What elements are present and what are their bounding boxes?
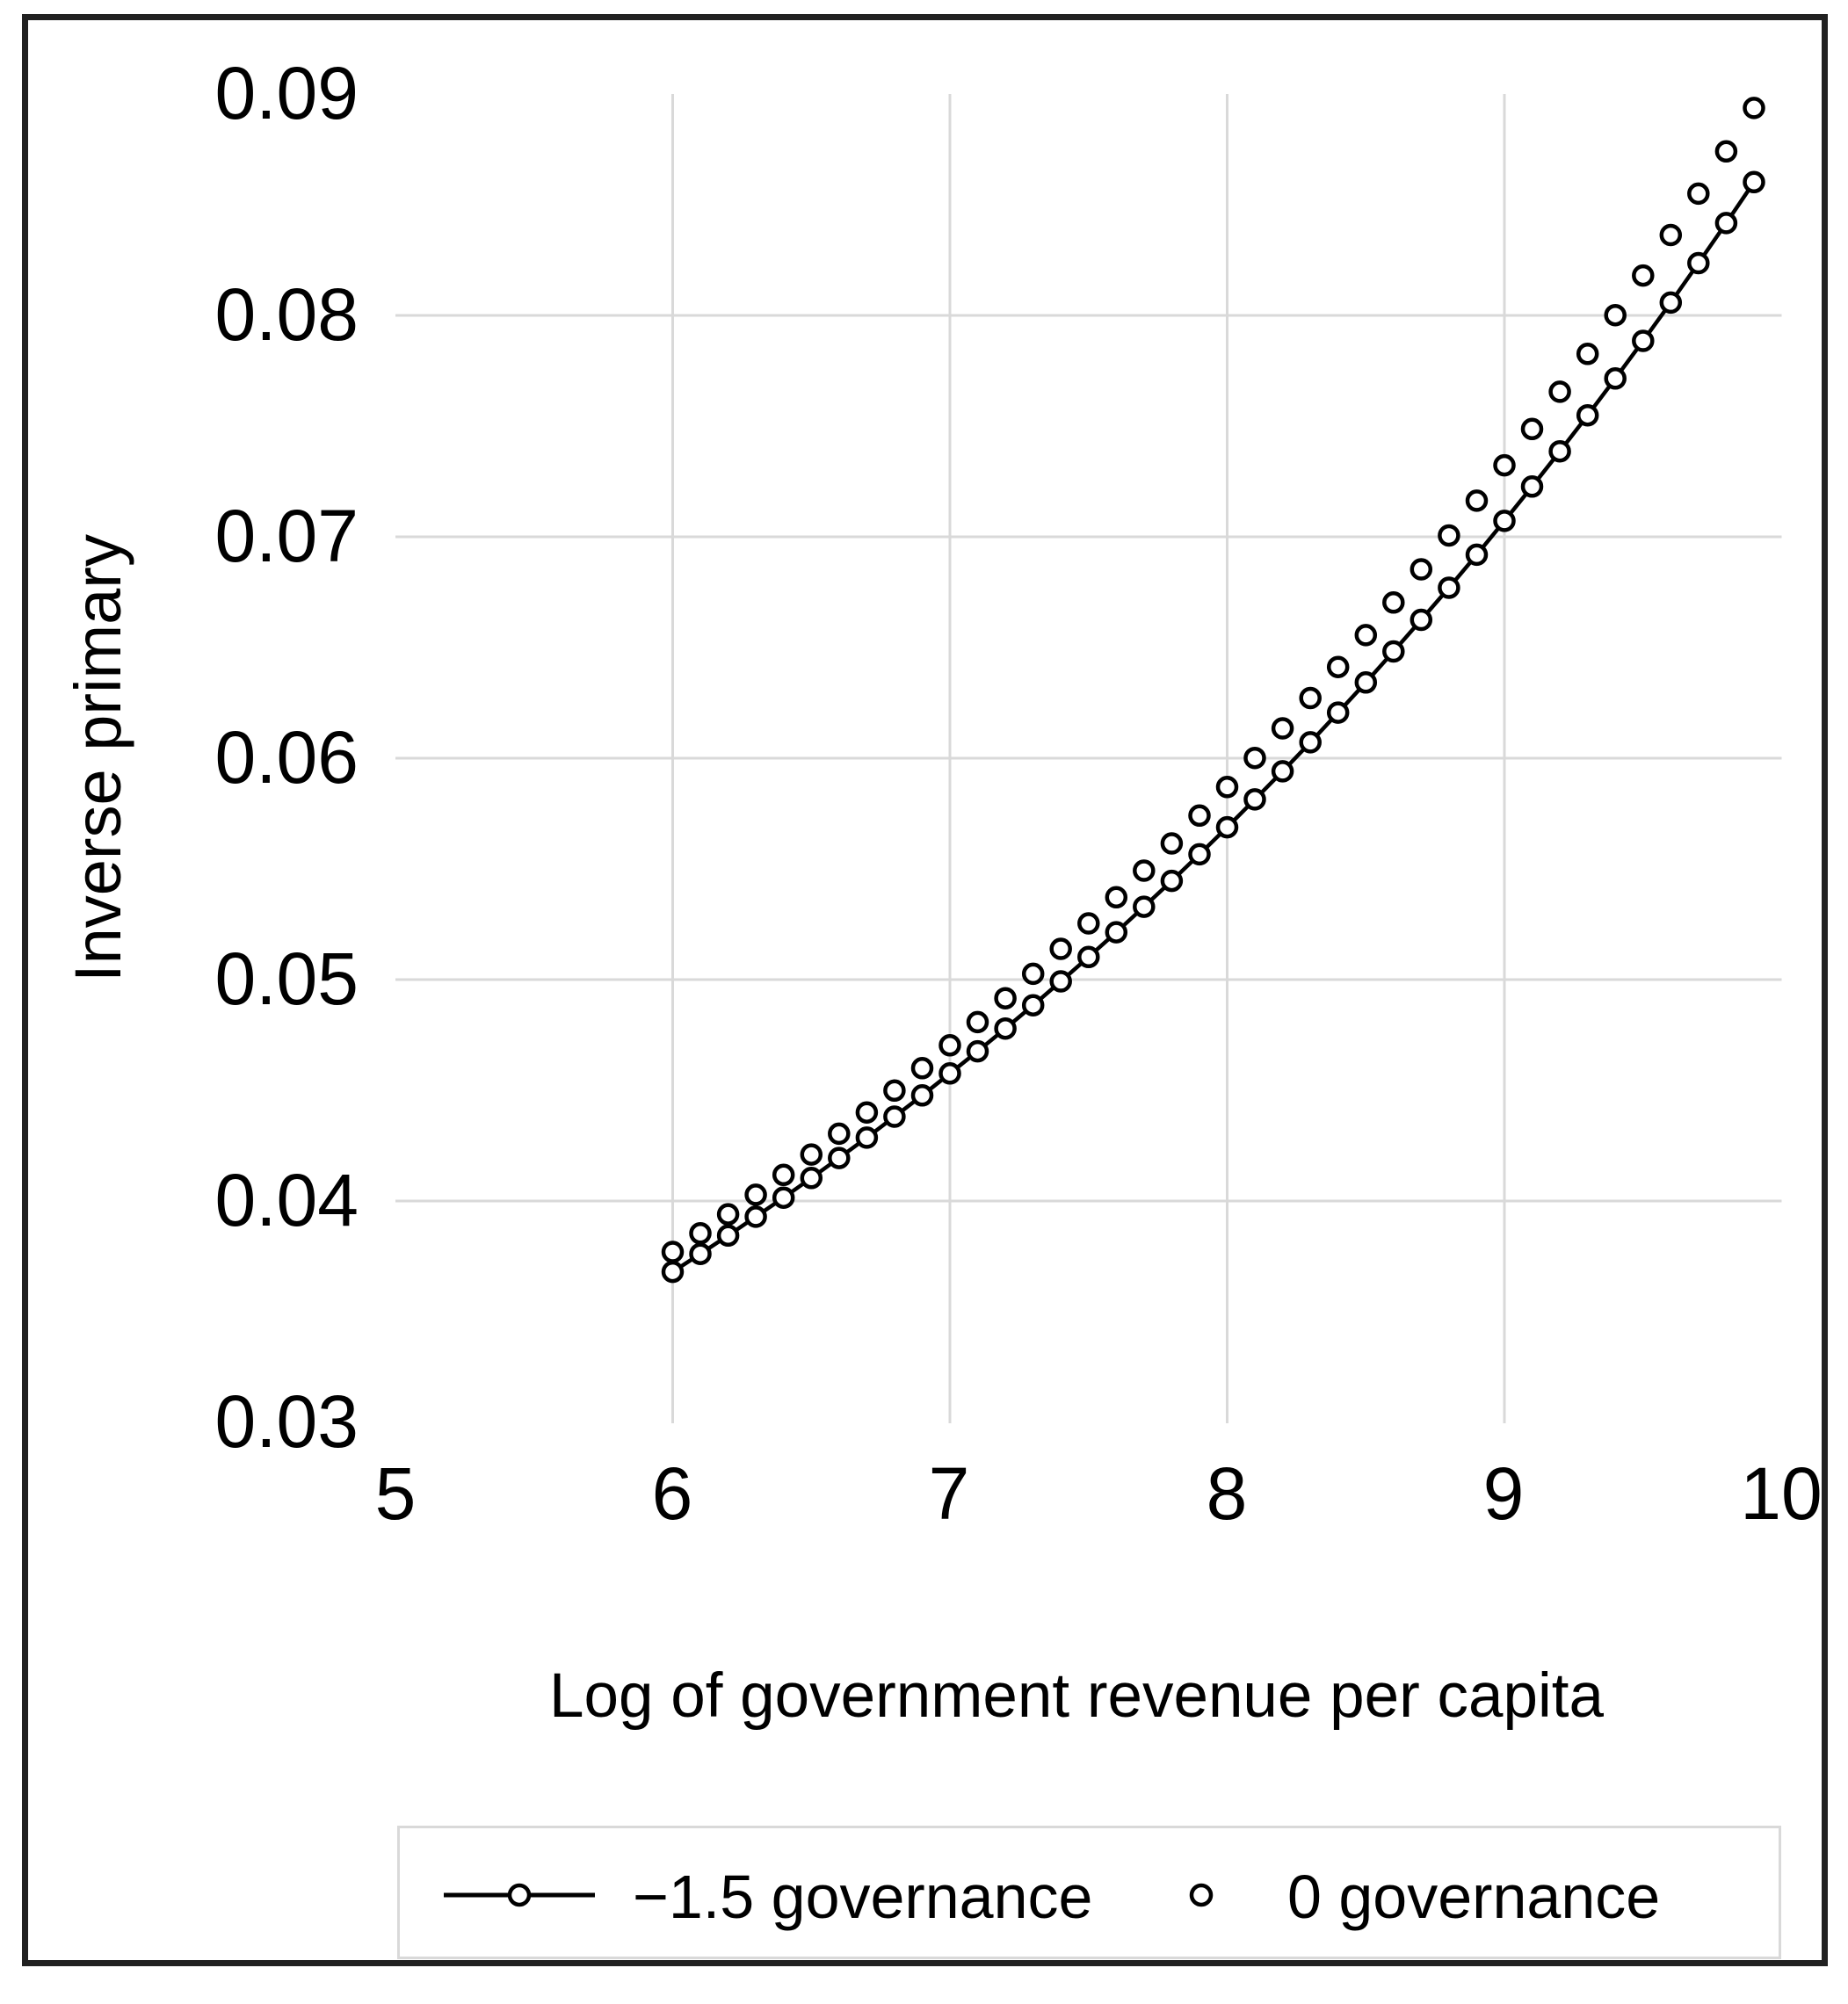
y-tick-label: 0.04 [214,1159,359,1241]
figure-frame [22,14,1828,1966]
x-axis-title: Log of government revenue per capita [549,1661,1604,1731]
line-marker-legend-icon [444,1883,595,1907]
legend-label-series2: 0 governance [1287,1863,1661,1931]
x-tick-label: 7 [928,1452,970,1535]
y-tick-label: 0.06 [214,716,359,799]
legend-label-series1: −1.5 governance [633,1863,1093,1931]
y-tick-label: 0.09 [214,52,359,134]
y-tick-label: 0.08 [214,273,359,356]
y-tick-label: 0.03 [214,1380,359,1463]
x-tick-label: 5 [374,1452,417,1535]
x-tick-label: 9 [1482,1452,1525,1535]
x-tick-label: 10 [1740,1452,1823,1535]
y-tick-label: 0.07 [214,495,359,577]
circle-marker-legend-icon [1189,1883,1214,1907]
x-tick-label: 8 [1206,1452,1248,1535]
y-axis-title: Inverse primary [62,534,134,982]
x-tick-label: 6 [651,1452,693,1535]
legend: −1.5 governance 0 governance [397,1826,1781,1959]
y-tick-label: 0.05 [214,937,359,1020]
